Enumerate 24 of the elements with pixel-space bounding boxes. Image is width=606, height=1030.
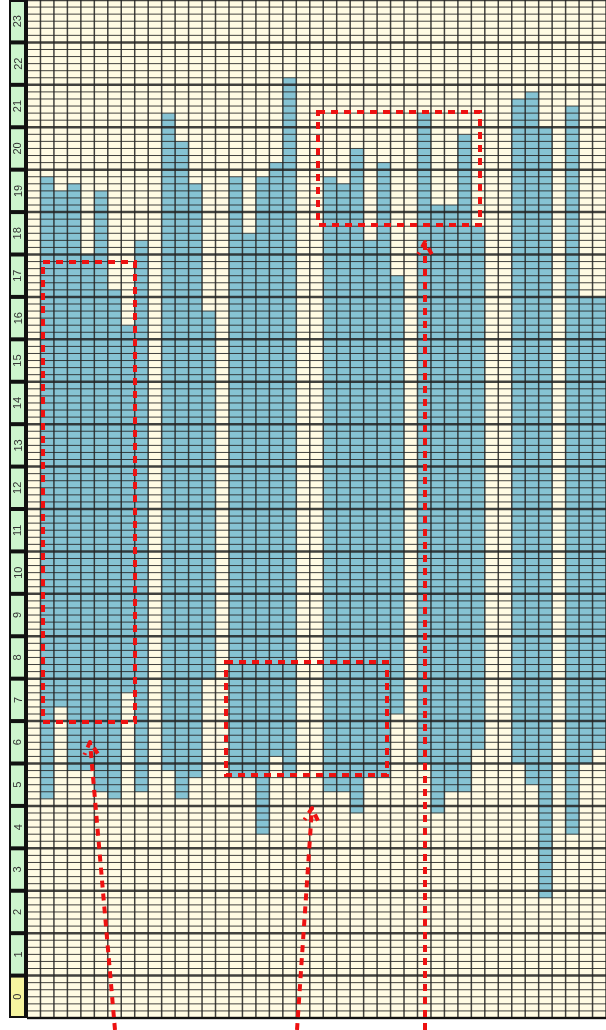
y-tick-label: 13: [11, 439, 24, 452]
y-tick-label: 14: [11, 396, 24, 410]
y-tick-label: 3: [11, 866, 24, 873]
y-tick-label: 20: [11, 142, 24, 155]
y-tick-label: 0: [11, 993, 24, 1000]
y-tick-label: 5: [11, 781, 24, 788]
y-tick-label: 15: [11, 354, 24, 367]
y-tick-label: 8: [11, 654, 24, 661]
y-tick-label: 2: [11, 908, 24, 916]
y-tick-label: 18: [11, 227, 24, 240]
y-tick-label: 19: [11, 184, 24, 197]
y-tick-label: 21: [11, 99, 24, 113]
y-tick-label: 10: [11, 566, 24, 579]
y-tick-label: 4: [11, 824, 24, 831]
y-tick-label: 23: [11, 15, 24, 28]
y-tick-label: 1: [11, 951, 24, 958]
y-tick-label: 16: [11, 312, 24, 325]
y-tick-label: 11: [11, 524, 24, 536]
y-tick-label: 7: [11, 696, 24, 703]
y-tick-label: 12: [11, 481, 24, 494]
y-tick-label: 6: [11, 739, 24, 746]
y-tick-label: 17: [11, 269, 24, 282]
y-tick-label: 9: [11, 611, 24, 619]
y-tick-label: 22: [11, 57, 24, 70]
